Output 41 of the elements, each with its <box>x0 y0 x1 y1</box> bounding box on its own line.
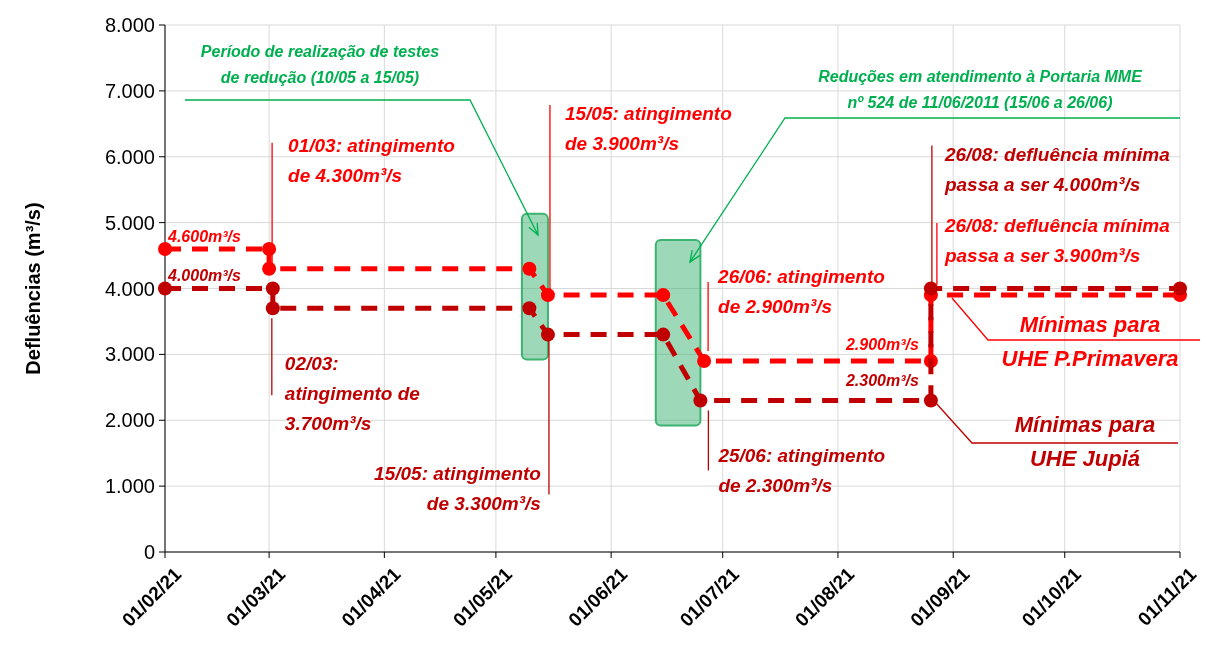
annotation: 26/08: defluência mínima passa a ser 3.900m³/s <box>943 215 1171 267</box>
point <box>923 393 938 408</box>
annotation: 26/06: atingimento de 2.900m³/s <box>717 265 885 317</box>
y-tick-label: 5.000 <box>104 211 155 234</box>
point <box>656 288 671 303</box>
y-tick-label: 7.000 <box>104 79 155 102</box>
y-tick-label: 6.000 <box>104 145 155 168</box>
annotation: 4.600m³/s <box>167 227 242 245</box>
annotation: 02/03: atingimento de 3.700m³/s <box>284 353 421 435</box>
annotation: 4.000m³/s <box>167 266 242 284</box>
point <box>522 301 537 316</box>
annotation: 15/05: atingimento de 3.300m³/s <box>374 462 541 514</box>
band-label: Período de realização de testes de redução (10/05 a 15/05) <box>200 43 440 86</box>
point <box>697 353 712 368</box>
annotation: 25/06: atingimento de 2.300m³/s <box>717 445 886 497</box>
point <box>693 393 708 408</box>
text: Mínimas para UHE Jupiá <box>1014 412 1156 471</box>
point <box>158 281 172 296</box>
annotation: 15/05: atingimento de 3.900m³/s <box>564 103 732 155</box>
y-tick-label: 2.000 <box>104 409 155 432</box>
point <box>522 261 537 276</box>
annotation: 2.900m³/s <box>844 335 919 353</box>
y-tick-label: 4.000 <box>104 277 155 300</box>
point <box>1173 281 1187 296</box>
band-label: Reduções em atendimento à Portaria MME nº 524 de 11/06/2011 (15/06 a 26/06) <box>818 68 1144 111</box>
annotation: 26/08: defluência mínima passa a ser 4.000m³/s <box>943 143 1171 195</box>
point <box>265 301 280 316</box>
annotation: 01/03: atingimento de 4.300m³/s <box>288 134 455 186</box>
y-tick-label: 1.000 <box>104 475 155 498</box>
y-tick-label: 0 <box>143 541 155 563</box>
point <box>158 241 172 256</box>
y-axis-title: Defluências (m³/s) <box>22 202 44 375</box>
point <box>540 327 555 342</box>
y-tick-label: 8.000 <box>104 14 155 36</box>
y-tick-label: 3.000 <box>104 343 155 366</box>
series-label: Mínimas para UHE P.Primavera <box>1001 312 1179 371</box>
annotation: 2.300m³/s <box>844 372 919 390</box>
point <box>540 288 555 303</box>
point <box>656 327 671 342</box>
point <box>262 261 277 276</box>
point <box>265 281 280 296</box>
